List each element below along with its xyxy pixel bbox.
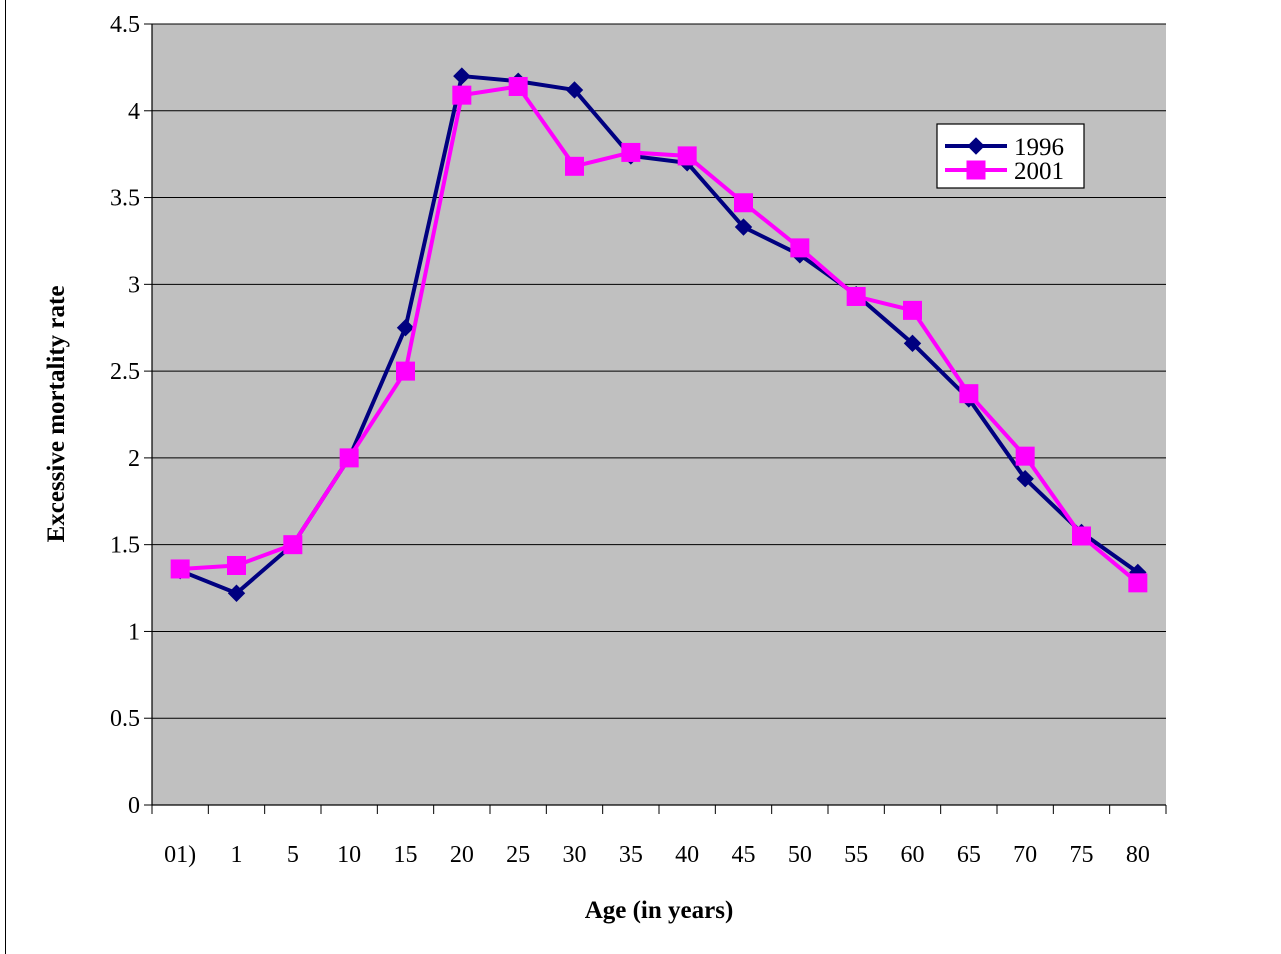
grid-lines xyxy=(152,23,1166,719)
data-point xyxy=(903,300,922,320)
x-tick-label: 45 xyxy=(732,842,756,868)
x-tick-label: 15 xyxy=(394,842,418,868)
x-axis-title: Age (in years) xyxy=(585,897,734,924)
page-border-left xyxy=(5,0,6,954)
x-tick-labels: 01) 1 5 10 15 20 25 30 35 40 45 50 55 60 65 70 75 80 xyxy=(151,805,1167,868)
data-point xyxy=(846,286,866,306)
data-point xyxy=(734,193,753,213)
y-tick-label: 3 xyxy=(128,272,140,298)
data-point xyxy=(1128,573,1148,593)
y-tick-label: 4.5 xyxy=(110,12,140,38)
data-point xyxy=(677,146,697,166)
y-tick-label: 2 xyxy=(128,446,140,472)
y-tick-label: 2.5 xyxy=(110,359,140,385)
data-point xyxy=(283,535,303,555)
data-point xyxy=(339,448,359,468)
data-point xyxy=(1072,526,1091,546)
data-point xyxy=(959,384,979,404)
x-tick-label: 75 xyxy=(1070,842,1094,868)
legend-label-1996: 1996 xyxy=(1014,134,1064,161)
x-tick-label: 80 xyxy=(1126,842,1150,868)
x-tick-label: 40 xyxy=(675,842,699,868)
x-tick-label: 1 xyxy=(231,842,243,868)
data-point xyxy=(508,76,528,96)
x-tick-label: 65 xyxy=(957,842,981,868)
y-tick-label: 4 xyxy=(128,99,140,125)
data-point xyxy=(734,218,753,236)
data-point xyxy=(227,584,246,602)
data-point xyxy=(396,361,415,381)
legend-marker-1996 xyxy=(967,137,985,155)
x-tick-label: 10 xyxy=(337,842,361,868)
series-layer xyxy=(170,67,1148,602)
data-point xyxy=(903,334,922,353)
legend-marker-2001 xyxy=(966,160,986,180)
data-point xyxy=(621,142,641,162)
y-tick-label: 3.5 xyxy=(110,186,140,212)
x-tick-label: 01) xyxy=(164,842,196,868)
y-tick-label: 1 xyxy=(128,619,140,645)
x-tick-label: 25 xyxy=(506,842,530,868)
data-point xyxy=(227,555,246,575)
legend-box xyxy=(936,123,1085,189)
y-tick-label: 1.5 xyxy=(110,533,140,559)
y-tick-labels: 0 0.5 1 1.5 2 2.5 3 3.5 4 4.5 xyxy=(110,12,152,819)
x-tick-label: 5 xyxy=(287,842,299,868)
data-point xyxy=(565,156,584,176)
x-tick-label: 50 xyxy=(788,842,812,868)
data-point xyxy=(453,67,471,85)
data-point xyxy=(1015,446,1035,466)
data-point xyxy=(790,238,810,258)
legend-label-2001: 2001 xyxy=(1014,158,1064,185)
y-tick-label: 0 xyxy=(128,793,140,819)
data-point xyxy=(170,559,190,579)
data-point xyxy=(1016,470,1034,488)
x-tick-label: 60 xyxy=(901,842,925,868)
x-tick-label: 70 xyxy=(1013,842,1037,868)
y-axis-title: Excessive mortality rate xyxy=(43,286,70,543)
data-point xyxy=(565,81,584,99)
x-tick-label: 35 xyxy=(619,842,643,868)
y-tick-label: 0.5 xyxy=(110,706,140,732)
series-line-2001 xyxy=(180,84,1140,585)
data-point xyxy=(396,319,415,337)
series-2001 xyxy=(170,76,1148,593)
x-tick-label: 30 xyxy=(563,842,587,868)
data-point xyxy=(452,85,472,105)
x-tick-label: 55 xyxy=(844,842,868,868)
x-tick-label: 20 xyxy=(450,842,474,868)
